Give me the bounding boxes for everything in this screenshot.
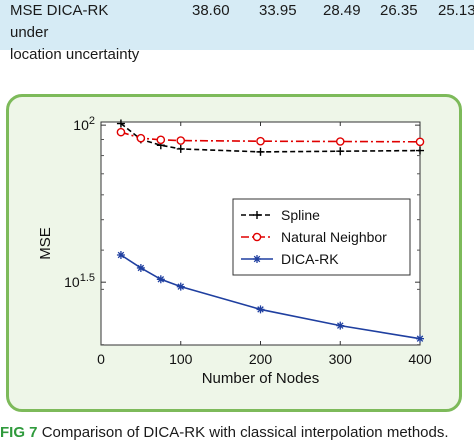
data-point (136, 133, 146, 143)
data-point (336, 321, 345, 330)
data-point (416, 334, 424, 343)
table-cell: 25.13 (438, 2, 474, 19)
x-tick-label: 400 (408, 351, 432, 367)
row-label-line1: MSE DICA-RK under (10, 2, 109, 41)
legend-entry: Spline (281, 207, 320, 223)
legend-marker (253, 255, 261, 263)
data-point (176, 282, 185, 291)
data-point (156, 275, 165, 284)
table-cell: 28.49 (323, 2, 361, 19)
row-label-line2: location uncertainty (10, 46, 140, 63)
x-axis-label: Number of Nodes (202, 370, 320, 387)
legend-entry: DICA-RK (281, 251, 339, 267)
series-dica-rk (116, 250, 424, 343)
data-point (116, 127, 126, 137)
table-cell: 38.60 (192, 2, 230, 19)
data-point (256, 147, 265, 156)
data-point (116, 250, 125, 259)
x-tick-label: 300 (329, 351, 353, 367)
y-tick-label: 102 (73, 115, 95, 133)
data-point (336, 147, 345, 156)
data-point (116, 119, 125, 128)
results-table-row: MSE DICA-RK under location uncertainty 3… (0, 0, 474, 63)
legend-entry: Natural Neighbor (281, 229, 387, 245)
legend-marker (253, 211, 261, 219)
data-point (176, 144, 185, 153)
data-point (415, 137, 425, 147)
table-row-label: MSE DICA-RK under location uncertainty (10, 0, 150, 66)
caption-text: Comparison of DICA-RK with classical int… (41, 424, 449, 441)
data-point (416, 146, 424, 155)
x-tick-label: 0 (97, 351, 105, 367)
legend: Spline Natural Neighbor DICA-RK (232, 198, 411, 276)
y-tick-label: 101.5 (64, 272, 95, 290)
x-tick-label: 100 (169, 351, 193, 367)
figure-caption: FIG 7 Comparison of DICA-RK with classic… (0, 424, 474, 441)
figure-label: FIG 7 (0, 424, 38, 441)
table-cell: 33.95 (259, 2, 297, 19)
data-point (156, 135, 166, 145)
data-point (256, 305, 265, 314)
data-point (176, 136, 186, 145)
table-cell: 26.35 (380, 2, 418, 19)
data-point (335, 137, 345, 146)
series-natural-neighbor (116, 127, 425, 147)
x-tick-label: 200 (249, 351, 273, 367)
data-point (136, 263, 145, 272)
data-point (256, 136, 265, 146)
legend-marker (252, 232, 262, 242)
y-axis-label: MSE (37, 227, 54, 260)
